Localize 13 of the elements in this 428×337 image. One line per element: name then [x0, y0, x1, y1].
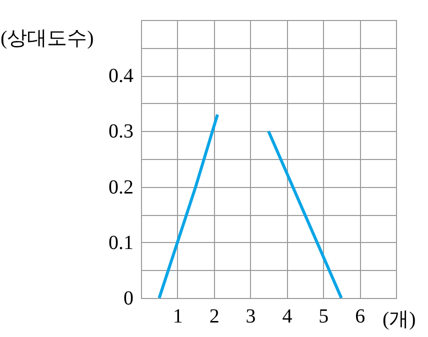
x-tick-label: 5 [318, 306, 329, 328]
y-tick-label: 0.4 [108, 65, 134, 88]
x-tick-label: 6 [355, 306, 366, 328]
x-axis-title: (개) [382, 308, 416, 330]
x-tick-label: 3 [246, 306, 256, 328]
y-tick-label: 0.2 [108, 176, 134, 198]
y-axis-title: (상대도수) [0, 28, 94, 50]
x-tick-label: 4 [282, 306, 292, 328]
y-tick-label: 0.1 [108, 232, 134, 254]
y-tick-label: 0 [124, 288, 134, 310]
x-tick-label: 1 [172, 306, 183, 328]
y-tick-label: 0.3 [108, 120, 134, 143]
x-tick-label: 2 [209, 306, 220, 328]
